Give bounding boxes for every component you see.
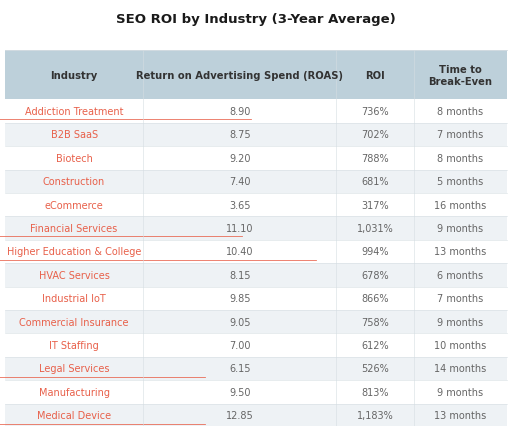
Text: 5 months: 5 months — [437, 177, 484, 187]
Text: HVAC Services: HVAC Services — [39, 270, 110, 280]
Text: IT Staffing: IT Staffing — [49, 340, 99, 350]
Text: 9 months: 9 months — [437, 387, 483, 397]
Text: Legal Services: Legal Services — [39, 363, 110, 374]
Text: 10.40: 10.40 — [226, 247, 253, 257]
Bar — [5, 264, 507, 287]
Text: 11.10: 11.10 — [226, 224, 253, 233]
Text: Construction: Construction — [43, 177, 105, 187]
Text: 8 months: 8 months — [437, 107, 483, 117]
Text: 1,183%: 1,183% — [357, 410, 394, 420]
Bar — [5, 310, 507, 334]
Text: 13 months: 13 months — [434, 247, 486, 257]
Text: 10 months: 10 months — [434, 340, 486, 350]
Text: Return on Advertising Spend (ROAS): Return on Advertising Spend (ROAS) — [136, 71, 343, 81]
Text: 13 months: 13 months — [434, 410, 486, 420]
Text: 9.05: 9.05 — [229, 317, 250, 327]
Text: 612%: 612% — [361, 340, 389, 350]
Text: 8.90: 8.90 — [229, 107, 250, 117]
Text: 702%: 702% — [361, 130, 389, 140]
Text: 9.85: 9.85 — [229, 294, 250, 304]
Text: 1,031%: 1,031% — [357, 224, 394, 233]
Text: 681%: 681% — [361, 177, 389, 187]
Text: 813%: 813% — [361, 387, 389, 397]
Text: 8.15: 8.15 — [229, 270, 250, 280]
Text: 6 months: 6 months — [437, 270, 483, 280]
Text: 9.20: 9.20 — [229, 153, 250, 164]
Bar — [5, 170, 507, 193]
Text: ROI: ROI — [365, 71, 385, 81]
Text: Commercial Insurance: Commercial Insurance — [19, 317, 129, 327]
Text: Industrial IoT: Industrial IoT — [42, 294, 106, 304]
Text: Addiction Treatment: Addiction Treatment — [25, 107, 123, 117]
Text: 16 months: 16 months — [434, 200, 486, 210]
Text: 8 months: 8 months — [437, 153, 483, 164]
Bar — [5, 124, 507, 147]
Text: 14 months: 14 months — [434, 363, 486, 374]
Text: 866%: 866% — [361, 294, 389, 304]
Text: 7.00: 7.00 — [229, 340, 250, 350]
Text: Manufacturing: Manufacturing — [38, 387, 110, 397]
Bar — [5, 193, 507, 217]
Text: 7 months: 7 months — [437, 294, 484, 304]
Text: Financial Services: Financial Services — [31, 224, 118, 233]
Bar — [5, 357, 507, 380]
Text: 7 months: 7 months — [437, 130, 484, 140]
Text: Industry: Industry — [51, 71, 98, 81]
Text: eCommerce: eCommerce — [45, 200, 103, 210]
Text: B2B SaaS: B2B SaaS — [51, 130, 98, 140]
Text: Higher Education & College: Higher Education & College — [7, 247, 141, 257]
Text: 317%: 317% — [361, 200, 389, 210]
Bar — [5, 100, 507, 124]
Bar — [5, 240, 507, 264]
Text: 526%: 526% — [361, 363, 389, 374]
Bar — [5, 217, 507, 240]
Bar — [5, 51, 507, 100]
Bar — [5, 403, 507, 426]
Text: Biotech: Biotech — [56, 153, 93, 164]
Text: 736%: 736% — [361, 107, 389, 117]
Text: SEO ROI by Industry (3-Year Average): SEO ROI by Industry (3-Year Average) — [116, 13, 396, 26]
Text: 9.50: 9.50 — [229, 387, 250, 397]
Bar — [5, 147, 507, 170]
Text: 678%: 678% — [361, 270, 389, 280]
Text: 994%: 994% — [361, 247, 389, 257]
Text: 9 months: 9 months — [437, 317, 483, 327]
Text: Time to
Break-Even: Time to Break-Even — [429, 64, 493, 87]
Text: 3.65: 3.65 — [229, 200, 250, 210]
Bar — [5, 380, 507, 403]
Text: Medical Device: Medical Device — [37, 410, 111, 420]
Text: 758%: 758% — [361, 317, 389, 327]
Text: 12.85: 12.85 — [226, 410, 253, 420]
Text: 6.15: 6.15 — [229, 363, 250, 374]
Text: 9 months: 9 months — [437, 224, 483, 233]
Bar — [5, 334, 507, 357]
Text: 788%: 788% — [361, 153, 389, 164]
Text: 8.75: 8.75 — [229, 130, 250, 140]
Text: 7.40: 7.40 — [229, 177, 250, 187]
Bar — [5, 287, 507, 310]
